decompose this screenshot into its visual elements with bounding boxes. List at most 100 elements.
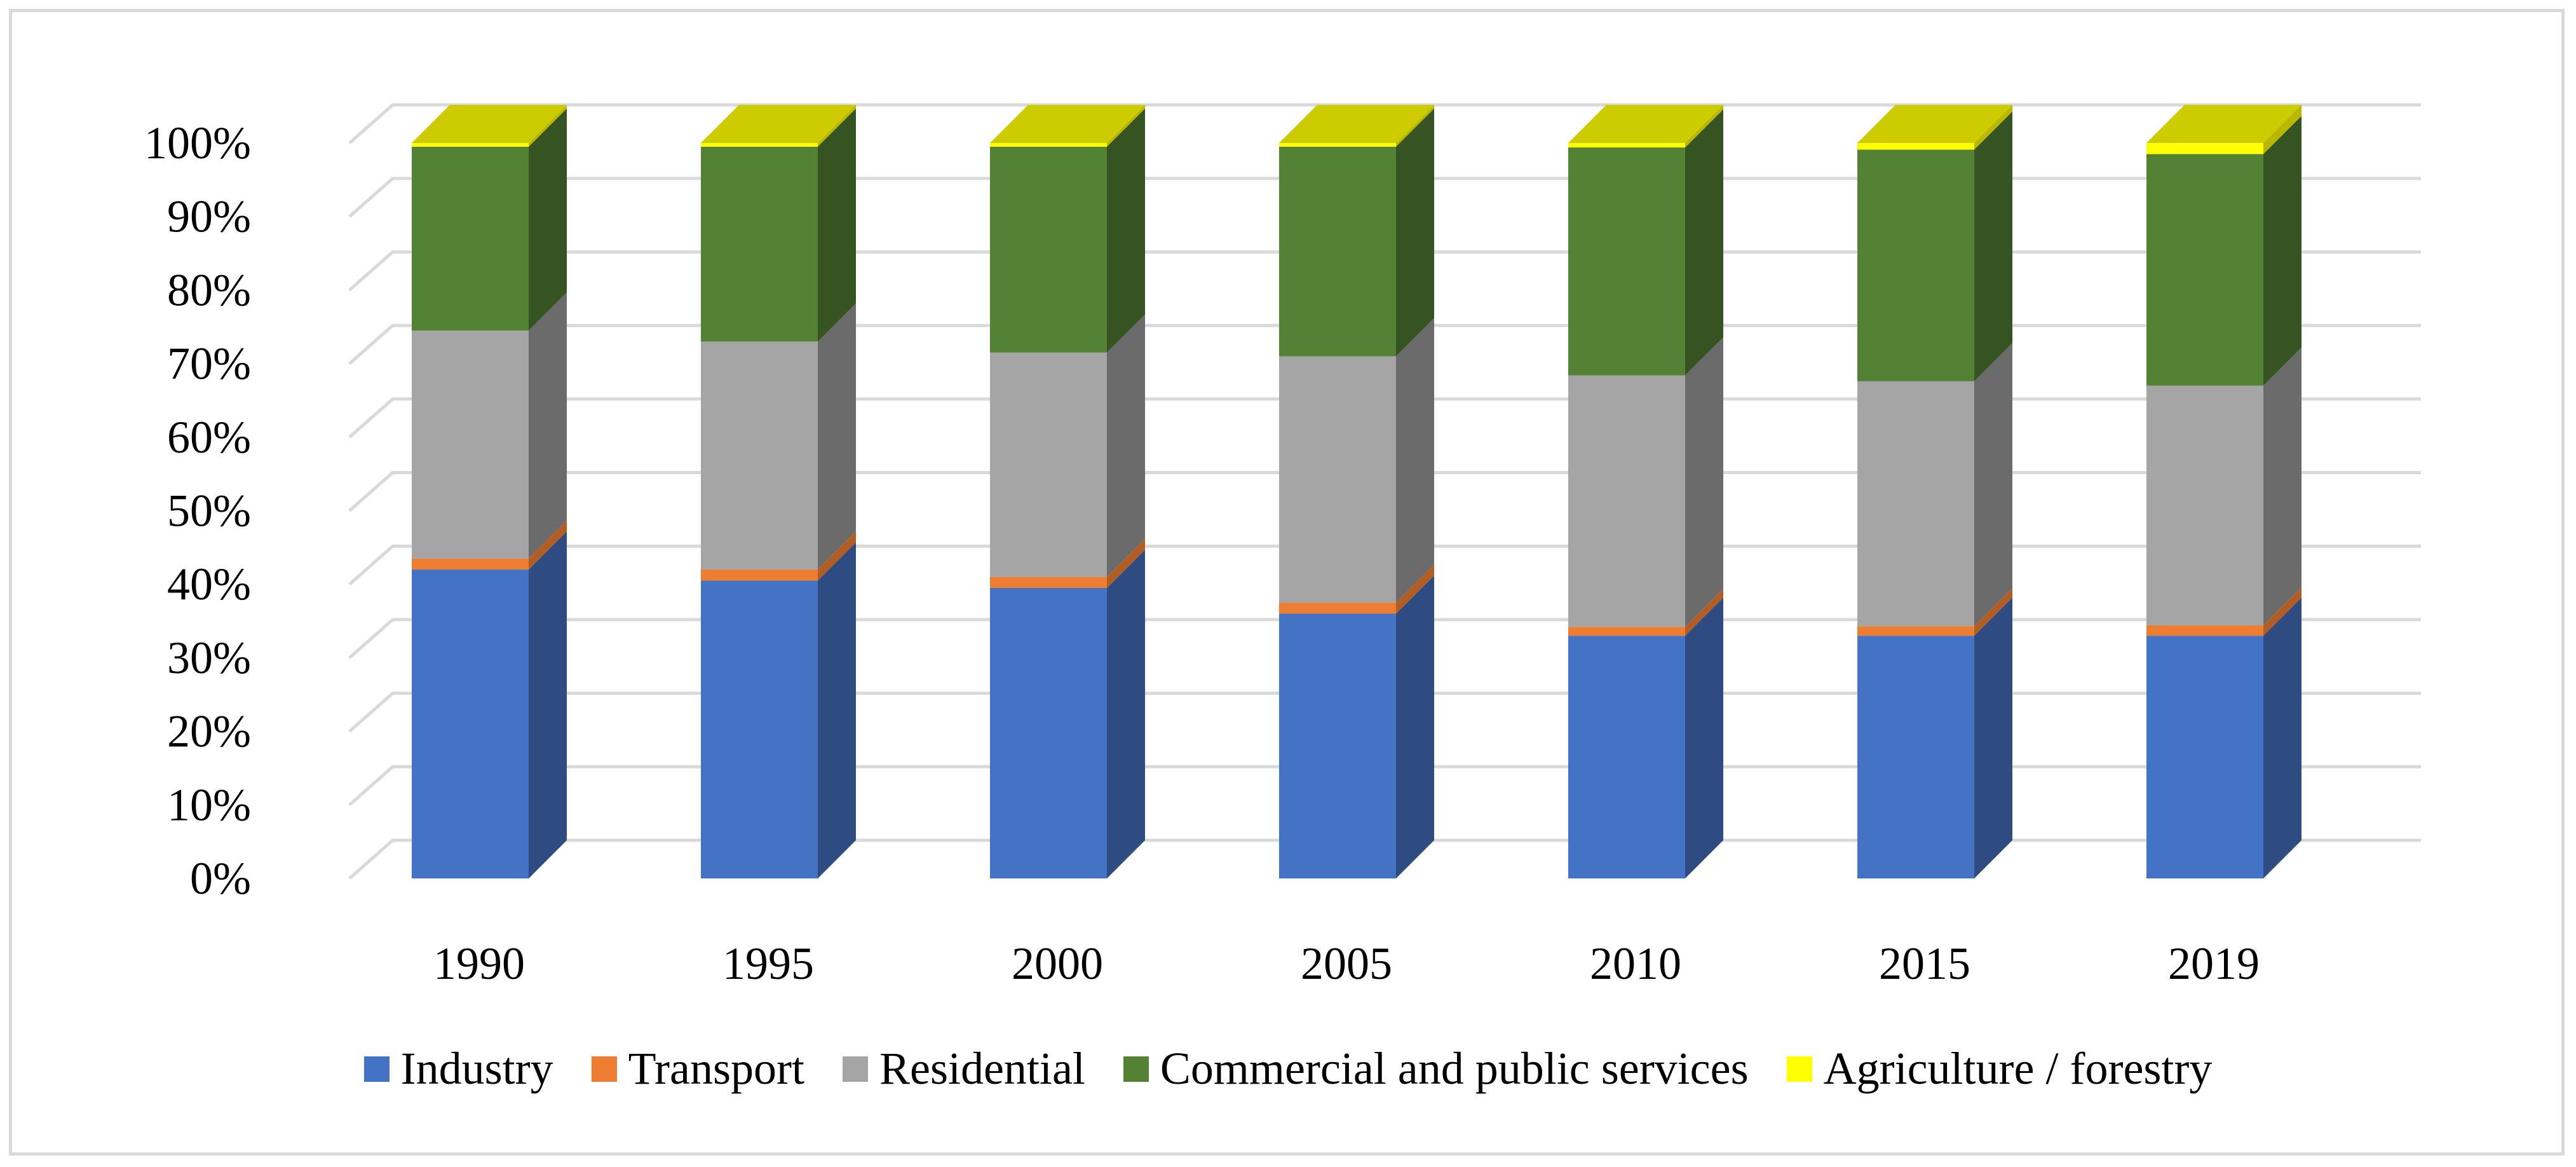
bar-side-commercial-and-public-services: [1107, 108, 1145, 353]
gridline: [348, 618, 2421, 659]
bar-side-agriculture-forestry: [529, 105, 567, 147]
bar-side-residential: [1396, 318, 1434, 603]
bar-top-face: [2146, 105, 2301, 143]
bar-segment-transport: [1857, 626, 1974, 636]
bar-segment-commercial-and-public-services: [2146, 154, 2263, 386]
bar-segment-commercial-and-public-services: [1279, 146, 1396, 357]
bar-side-residential: [529, 292, 567, 559]
bar-segment-transport: [1279, 603, 1396, 614]
y-tick-label: 80%: [167, 264, 251, 315]
legend-swatch: [591, 1056, 617, 1082]
bar-segment-industry: [990, 587, 1107, 878]
bar-side-industry: [1107, 549, 1145, 878]
gridline: [348, 765, 2421, 807]
legend-swatch: [1123, 1056, 1149, 1082]
bar-segment-residential: [1568, 375, 1685, 627]
y-tick-label: 90%: [167, 191, 251, 242]
legend-label: Residential: [879, 1043, 1085, 1094]
bar-segment-agriculture-forestry: [990, 143, 1107, 147]
y-tick-label: 30%: [167, 632, 251, 683]
y-tick-label: 0%: [190, 853, 251, 904]
bar-side-industry: [1974, 597, 2012, 878]
bar-segment-commercial-and-public-services: [412, 146, 529, 331]
legend-swatch: [1786, 1056, 1812, 1082]
bar-segment-agriculture-forestry: [1279, 143, 1396, 147]
bar-segment-industry: [1279, 613, 1396, 878]
bar-side-agriculture-forestry: [2263, 105, 2301, 154]
bar-segment-commercial-and-public-services: [990, 146, 1107, 353]
legend-item: Commercial and public services: [1123, 1042, 1749, 1095]
legend-item: Industry: [363, 1042, 553, 1095]
bar-segment-transport: [412, 558, 529, 570]
bar-segment-industry: [412, 570, 529, 878]
bar-stack-2000: [990, 105, 1145, 878]
bar-stack-2019: [2146, 105, 2301, 878]
bar-segment-agriculture-forestry: [2146, 143, 2263, 154]
bar-side-industry: [529, 531, 567, 878]
bar-segment-agriculture-forestry: [701, 143, 818, 147]
bar-segment-residential: [2146, 385, 2263, 625]
x-tick-label: 2010: [1590, 938, 1681, 989]
y-tick-label: 10%: [167, 779, 251, 830]
bar-side-agriculture-forestry: [1685, 105, 1723, 147]
bar-segment-residential: [701, 341, 818, 570]
bar-side-transport: [1685, 589, 1723, 636]
legend-item: Residential: [842, 1042, 1085, 1095]
gridline: [348, 103, 2421, 144]
bar-stack-2015: [1857, 105, 2012, 878]
bar-side-agriculture-forestry: [1396, 105, 1434, 147]
bar-segment-industry: [701, 580, 818, 878]
bar-side-commercial-and-public-services: [1396, 108, 1434, 357]
bar-side-transport: [1396, 564, 1434, 614]
bar-side-commercial-and-public-services: [1685, 109, 1723, 376]
gridline: [348, 471, 2421, 512]
bar-segment-commercial-and-public-services: [1568, 147, 1685, 376]
bar-top-face: [1568, 105, 1723, 143]
bar-side-agriculture-forestry: [1974, 105, 2012, 150]
bar-side-commercial-and-public-services: [529, 108, 567, 331]
bar-segment-industry: [1857, 636, 1974, 878]
grid-lines: [348, 103, 2421, 880]
bar-stack-2005: [1279, 105, 1434, 878]
bar-segment-transport: [701, 570, 818, 581]
gridline: [348, 177, 2421, 218]
bar-side-transport: [818, 531, 856, 581]
legend-swatch: [363, 1056, 390, 1082]
bar-stack-2010: [1568, 105, 1723, 878]
legend-label: Agriculture / forestry: [1823, 1043, 2213, 1094]
bar-segment-residential: [990, 352, 1107, 577]
gridline: [348, 324, 2421, 365]
y-tick-label: 20%: [167, 706, 251, 757]
bar-segment-commercial-and-public-services: [1857, 149, 1974, 381]
bar-side-industry: [2263, 597, 2301, 878]
bar-side-transport: [2263, 587, 2301, 636]
bar-side-industry: [818, 542, 856, 878]
legend-label: Commercial and public services: [1160, 1043, 1749, 1094]
x-tick-label: 2015: [1879, 938, 1970, 989]
bar-side-commercial-and-public-services: [818, 108, 856, 342]
bar-side-transport: [1974, 588, 2012, 636]
bar-top-face: [701, 105, 856, 143]
bar-side-transport: [529, 520, 567, 570]
bar-side-residential: [2263, 347, 2301, 625]
legend-label: Industry: [400, 1043, 553, 1094]
bar-segment-agriculture-forestry: [1857, 143, 1974, 150]
y-tick-label: 70%: [167, 338, 251, 389]
y-tick-label: 50%: [167, 486, 251, 536]
y-tick-label: 100%: [144, 118, 251, 168]
legend: Industry Transport Residential Commercial a…: [0, 1042, 2576, 1095]
bar-side-residential: [1685, 337, 1723, 627]
bar-side-transport: [1107, 538, 1145, 588]
bar-side-residential: [1974, 343, 2012, 627]
gridline: [348, 838, 2421, 880]
y-tick-label: 40%: [167, 559, 251, 610]
bar-segment-residential: [412, 331, 529, 559]
bar-side-commercial-and-public-services: [1974, 111, 2012, 381]
bar-side-industry: [1685, 597, 1723, 878]
x-tick-label: 1990: [433, 938, 525, 989]
bar-stack-1990: [412, 105, 567, 878]
y-axis-ticks: 0% 10% 20% 30% 40% 50% 60% 70% 80% 90% 100%: [144, 118, 251, 904]
bars: [412, 105, 2301, 878]
gridline: [348, 397, 2421, 439]
